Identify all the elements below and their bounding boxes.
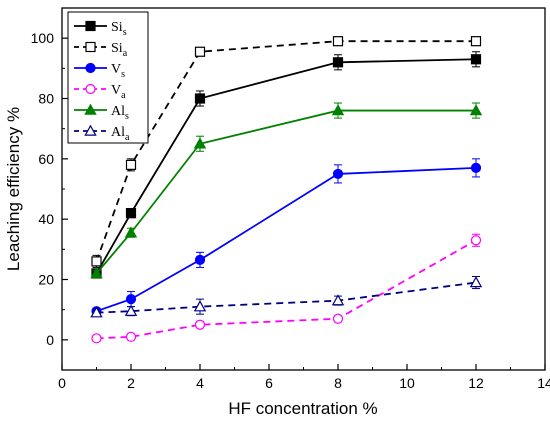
- data-point: [124, 226, 138, 238]
- data-point: [469, 276, 483, 288]
- data-point: [332, 36, 344, 47]
- y-tick-label: 100: [31, 30, 55, 46]
- series-si-a: [91, 36, 482, 268]
- data-point: [194, 319, 206, 330]
- y-tick-label: 60: [38, 151, 54, 167]
- y-tick-label: 0: [46, 332, 54, 348]
- y-tick-label: 20: [38, 272, 54, 288]
- x-tick-label: 12: [468, 375, 484, 391]
- legend-label: Ala: [111, 125, 130, 143]
- data-point: [90, 267, 103, 279]
- data-point: [91, 333, 102, 344]
- legend-marker: [85, 20, 96, 32]
- data-point: [125, 331, 137, 342]
- series-si-s: [91, 51, 482, 279]
- x-tick-label: 4: [196, 375, 204, 391]
- legend-marker: [84, 103, 97, 115]
- legend-label: Als: [111, 104, 129, 122]
- data-point: [91, 256, 102, 267]
- x-tick-label: 2: [127, 375, 135, 391]
- series-v-a: [91, 233, 482, 344]
- y-tick-label: 80: [38, 91, 54, 107]
- x-tick-label: 6: [265, 375, 273, 391]
- data-point: [194, 254, 206, 265]
- legend-label: Sia: [111, 41, 128, 59]
- data-point: [331, 104, 345, 116]
- x-tick-label: 10: [399, 375, 415, 391]
- legend-label: Vs: [111, 62, 125, 80]
- axis-ticks: 0 2 4 6 8 10 12 14 0 20 40 60 80 100: [31, 30, 550, 391]
- data-point: [193, 300, 207, 312]
- legend-marker: [85, 41, 96, 53]
- data-point: [193, 137, 207, 149]
- y-tick-label: 40: [38, 211, 54, 227]
- series-layer: [90, 36, 483, 344]
- data-point: [125, 294, 137, 305]
- data-point: [90, 306, 103, 318]
- x-tick-label: 0: [58, 375, 66, 391]
- data-point: [331, 294, 345, 306]
- legend: Sis Sia Vs Va Als Ala: [67, 11, 149, 144]
- data-point: [470, 54, 482, 65]
- legend-marker: [84, 124, 97, 136]
- x-axis-title: HF concentration %: [228, 399, 377, 418]
- data-point: [194, 93, 206, 104]
- data-point: [470, 36, 482, 47]
- data-point: [332, 168, 344, 180]
- data-point: [124, 304, 138, 316]
- legend-label: Sis: [111, 20, 127, 38]
- series-line: [96, 281, 477, 314]
- legend-label: Va: [111, 83, 126, 101]
- data-point: [470, 162, 482, 173]
- data-point: [125, 159, 137, 170]
- legend-marker: [85, 83, 96, 95]
- data-point: [470, 235, 482, 246]
- legend-marker: [85, 62, 96, 74]
- x-tick-label: 14: [537, 375, 550, 391]
- data-point: [194, 46, 206, 57]
- legend-box: [67, 11, 149, 144]
- data-point: [332, 57, 344, 68]
- y-axis-title: Leaching efficiency %: [4, 107, 23, 271]
- series-al-s: [90, 102, 483, 279]
- series-al-a: [90, 275, 483, 318]
- data-point: [125, 208, 137, 219]
- data-point: [469, 104, 483, 116]
- data-point: [332, 313, 344, 324]
- x-tick-label: 8: [334, 375, 342, 391]
